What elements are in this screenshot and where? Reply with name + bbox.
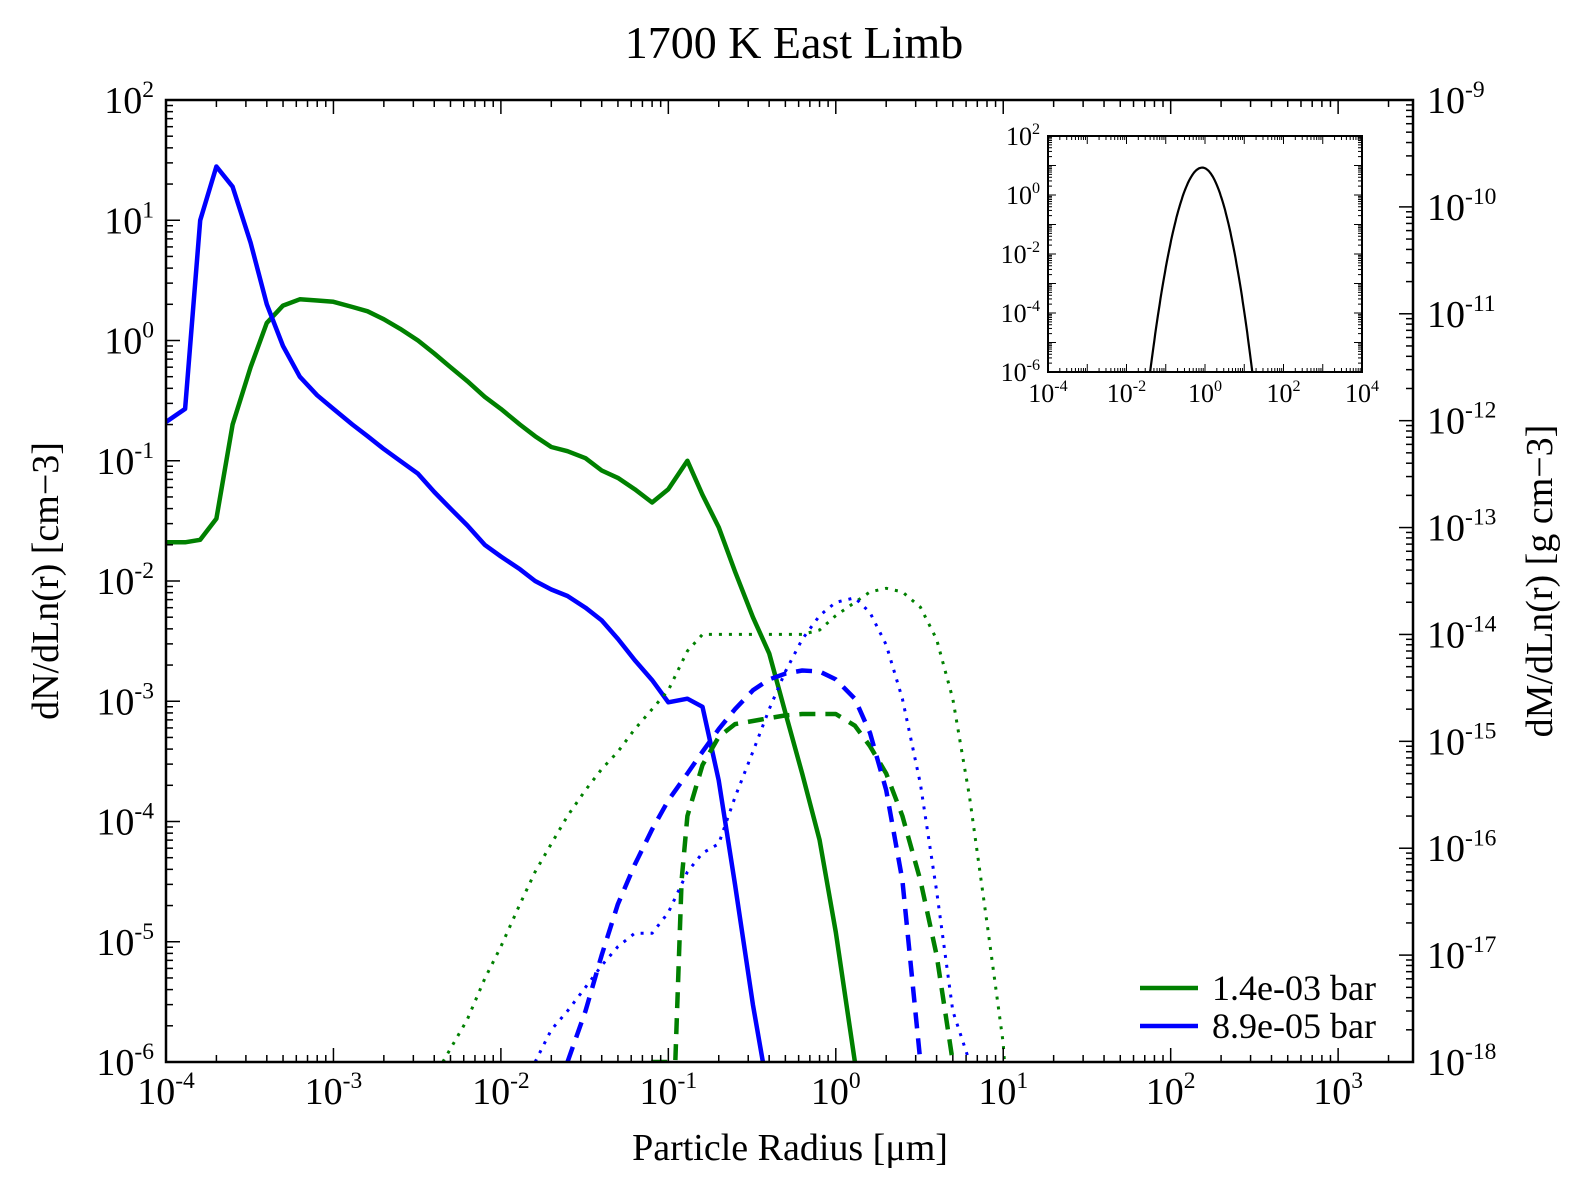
x-tick-label: 101 <box>978 1068 1028 1113</box>
y-right-tick-label: 10-15 <box>1427 718 1496 763</box>
inset-background <box>1048 136 1362 372</box>
y-axis-label-left: dN/dLn(r) [cm−3] <box>25 442 67 720</box>
y-tick-label: 102 <box>104 77 154 122</box>
series-line-4 <box>565 668 923 1062</box>
y-axis-left: 102 101 100 10-1 10-2 10-3 10-4 10-5 10-6 <box>96 77 180 1084</box>
y-tick-label: 100 <box>104 318 154 363</box>
inset-y-tick-label: 100 <box>1006 180 1040 210</box>
inset-x-tick-label: 100 <box>1188 378 1222 408</box>
inset-y-tick-label: 10-4 <box>1001 298 1040 328</box>
x-tick-label: 10-3 <box>305 1068 363 1113</box>
y-right-tick-label: 10-17 <box>1427 932 1497 977</box>
series-line-1 <box>166 297 858 1062</box>
inset-y-tick-label: 10-2 <box>1001 239 1040 269</box>
x-tick-label: 10-2 <box>472 1068 530 1113</box>
series-line-2 <box>166 164 766 1062</box>
y-right-tick-label: 10-10 <box>1427 184 1496 229</box>
inset-x-tick-label: 104 <box>1345 378 1379 408</box>
inset-x-tick-label: 10-4 <box>1028 378 1067 408</box>
y-tick-label: 10-5 <box>96 919 154 964</box>
y-right-tick-label: 10-12 <box>1427 398 1496 443</box>
chart-title: 1700 K East Limb <box>625 17 964 68</box>
x-axis-label: Particle Radius [μm] <box>632 1127 948 1169</box>
inset-x-axis: 10-4 10-2 100 102 104 <box>1028 136 1379 408</box>
inset-curve-layer <box>1148 166 1254 372</box>
y-tick-label: 10-1 <box>96 438 154 483</box>
x-tick-label: 103 <box>1313 1068 1363 1113</box>
inset-y-axis: 102 100 10-2 10-4 10-6 <box>1001 121 1362 387</box>
y-right-tick-label: 10-16 <box>1427 825 1497 870</box>
x-axis: 10-4 10-3 10-2 10-1 100 101 102 103 <box>137 100 1390 1113</box>
series-layer <box>166 164 1006 1062</box>
y-axis-label-right: dM/dLn(r) [g cm−3] <box>1519 425 1561 738</box>
x-tick-label: 102 <box>1146 1068 1196 1113</box>
y-tick-label: 10-6 <box>96 1039 154 1084</box>
y-right-tick-label: 10-13 <box>1427 505 1496 550</box>
y-tick-label: 10-4 <box>96 799 154 844</box>
y-right-tick-label: 10-14 <box>1427 611 1497 656</box>
x-tick-label: 10-1 <box>640 1068 698 1113</box>
y-right-tick-label: 10-18 <box>1427 1039 1496 1084</box>
y-right-tick-label: 10-11 <box>1427 291 1496 336</box>
inset-y-tick-label: 102 <box>1006 121 1040 151</box>
y-tick-label: 10-3 <box>96 678 154 723</box>
series-line-6 <box>533 596 972 1062</box>
y-tick-label: 10-2 <box>96 558 154 603</box>
inset-x-tick-label: 102 <box>1266 378 1300 408</box>
series-line-3 <box>651 711 956 1062</box>
y-tick-label: 101 <box>104 197 154 242</box>
y-axis-right: 10-9 10-10 10-11 10-12 10-13 10-14 10-15 10-16 1… <box>1399 77 1497 1084</box>
x-tick-label: 100 <box>811 1068 861 1113</box>
inset-x-tick-label: 10-2 <box>1107 378 1146 408</box>
legend-label: 1.4e-03 bar <box>1212 968 1376 1008</box>
inset-y-tick-label: 10-6 <box>1001 357 1040 387</box>
y-right-tick-label: 10-9 <box>1427 77 1485 122</box>
inset-curve <box>1148 166 1254 372</box>
x-tick-label: 10-4 <box>137 1068 195 1113</box>
legend-label: 8.9e-05 bar <box>1212 1006 1376 1046</box>
